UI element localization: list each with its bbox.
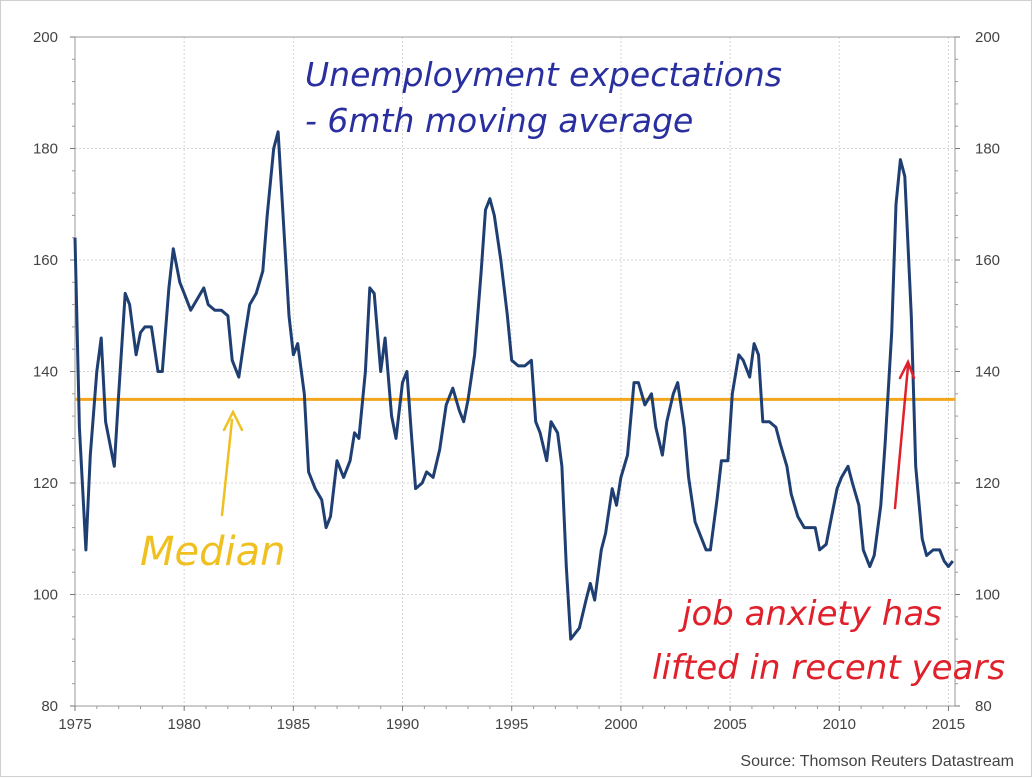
annotation-title-line1: Unemployment expectations: [305, 55, 782, 94]
x-axis: 1975 1980 1985 1990 1995 2000 2005 2010 2015: [58, 706, 965, 733]
y-tick-label-left: 140: [33, 364, 58, 381]
y-tick-label-right: 180: [975, 141, 1000, 158]
y-tick-label-right: 160: [975, 252, 1000, 269]
x-tick-label: 2005: [713, 716, 746, 733]
y-axis-left: 80 100 120 140 160 180 200: [33, 29, 75, 715]
annotation-median: Median: [140, 529, 286, 575]
x-tick-label: 2015: [932, 716, 965, 733]
y-tick-label-right: 120: [975, 475, 1000, 492]
series-line: [73, 130, 954, 641]
x-tick-label: 2010: [823, 716, 856, 733]
y-tick-label-left: 180: [33, 141, 58, 158]
annotation-job-anxiety-line1: job anxiety has: [678, 594, 942, 634]
x-tick-label: 1990: [386, 716, 419, 733]
median-arrow: [220, 409, 244, 517]
annotation-job-anxiety-line2: lifted in recent years: [652, 648, 1005, 688]
y-tick-label-right: 200: [975, 29, 1000, 46]
y-tick-label-left: 200: [33, 29, 58, 46]
y-tick-label-left: 100: [33, 587, 58, 604]
x-tick-label: 1975: [58, 716, 91, 733]
source-label: Source: Thomson Reuters Datastream: [740, 753, 1014, 770]
annotation-title-line2: - 6mth moving average: [305, 101, 693, 140]
y-tick-label-left: 80: [41, 698, 58, 715]
increase-arrow: [893, 358, 916, 510]
x-tick-label: 1995: [495, 716, 528, 733]
x-tick-label: 1985: [277, 716, 310, 733]
y-tick-label-right: 80: [975, 698, 992, 715]
y-tick-label-left: 120: [33, 475, 58, 492]
y-tick-label-right: 100: [975, 587, 1000, 604]
x-tick-label: 2000: [604, 716, 637, 733]
y-tick-label-left: 160: [33, 252, 58, 269]
x-tick-label: 1980: [167, 716, 200, 733]
y-tick-label-right: 140: [975, 364, 1000, 381]
y-axis-right: 80 100 120 140 160 180 200: [955, 29, 1000, 715]
